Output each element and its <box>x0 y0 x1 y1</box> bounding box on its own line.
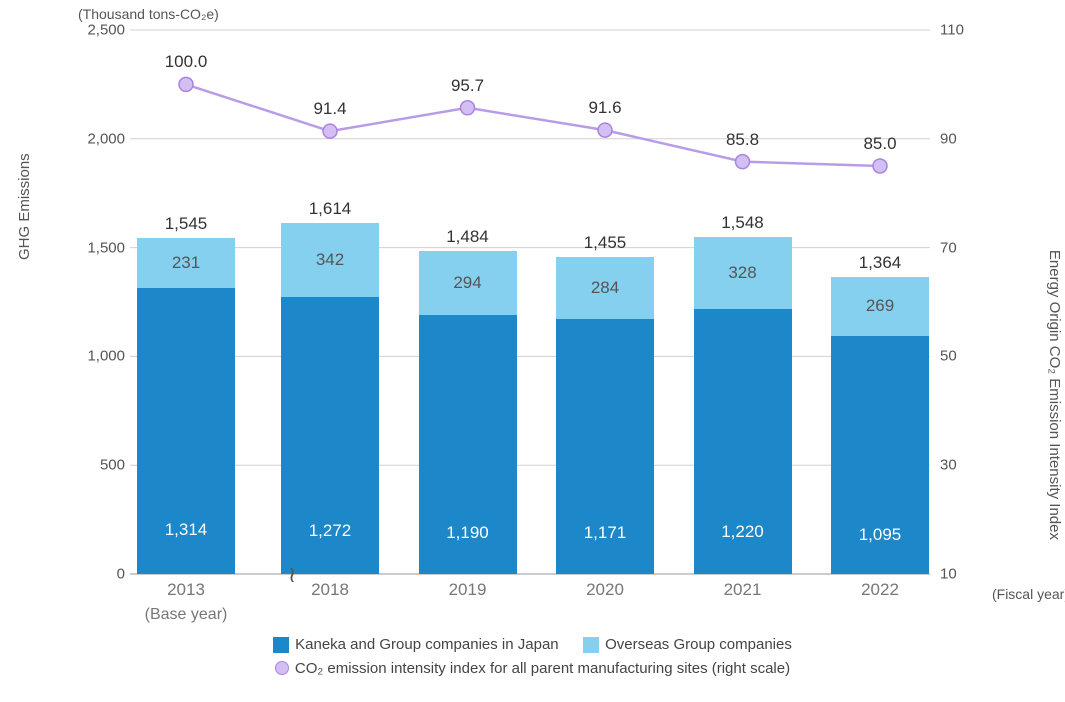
bar-japan-value: 1,190 <box>419 523 517 543</box>
bar-overseas-value: 294 <box>419 273 517 293</box>
line-value-label: 95.7 <box>451 76 484 96</box>
y-axis-unit: (Thousand tons-CO₂e) <box>78 6 219 22</box>
bar-total-value: 1,548 <box>694 213 792 233</box>
bar-total-value: 1,455 <box>556 233 654 253</box>
legend-japan: Kaneka and Group companies in Japan <box>273 636 559 653</box>
x-tick: 2020 <box>586 580 624 600</box>
line-value-label: 100.0 <box>165 52 208 72</box>
bar-overseas-value: 231 <box>137 253 235 273</box>
bar-total-value: 1,545 <box>137 214 235 234</box>
line-value-label: 85.0 <box>863 134 896 154</box>
base-year-label: (Base year) <box>145 606 228 624</box>
x-tick: 2018 <box>311 580 349 600</box>
y-tick-right: 110 <box>940 22 980 39</box>
y-tick-right: 70 <box>940 239 980 256</box>
y-tick-right: 10 <box>940 566 980 583</box>
bar-overseas-value: 342 <box>281 250 379 270</box>
bar-overseas-value: 269 <box>831 296 929 316</box>
legend: Kaneka and Group companies in Japan Over… <box>0 634 1065 682</box>
emissions-chart: (Thousand tons-CO₂e) GHG Emissions Energ… <box>0 0 1065 702</box>
bar-japan-value: 1,272 <box>281 521 379 541</box>
bar-group: 1,220 328 1,548 <box>694 30 792 574</box>
bar-total-value: 1,364 <box>831 253 929 273</box>
x-tick: 2013 <box>167 580 205 600</box>
bar-total-value: 1,484 <box>419 227 517 247</box>
y-axis-left-label: GHG Emissions <box>16 153 33 260</box>
y-tick-right: 30 <box>940 457 980 474</box>
x-tick: 2019 <box>449 580 487 600</box>
bar-japan-value: 1,095 <box>831 525 929 545</box>
legend-overseas: Overseas Group companies <box>583 636 792 653</box>
y-tick-left: 0 <box>65 566 125 583</box>
x-axis-unit: (Fiscal year) <box>992 586 1065 602</box>
y-tick-right: 50 <box>940 348 980 365</box>
legend-overseas-label: Overseas Group companies <box>605 636 792 653</box>
legend-japan-label: Kaneka and Group companies in Japan <box>295 636 559 653</box>
plot-area: 1,314 231 1,545 1,272 342 1,614 1,190 29… <box>130 30 930 574</box>
x-tick: 2022 <box>861 580 899 600</box>
bar-japan-value: 1,220 <box>694 522 792 542</box>
y-tick-left: 1,000 <box>65 348 125 365</box>
y-tick-left: 1,500 <box>65 239 125 256</box>
bar-total-value: 1,614 <box>281 199 379 219</box>
y-tick-left: 500 <box>65 457 125 474</box>
bar-group: 1,314 231 1,545 <box>137 30 235 574</box>
bar-group: 1,190 294 1,484 <box>419 30 517 574</box>
bar-group: 1,095 269 1,364 <box>831 30 929 574</box>
grid-svg <box>130 30 930 574</box>
bar-overseas-value: 284 <box>556 278 654 298</box>
y-tick-left: 2,000 <box>65 130 125 147</box>
y-tick-left: 2,500 <box>65 22 125 39</box>
line-value-label: 91.6 <box>588 98 621 118</box>
x-tick: 2021 <box>724 580 762 600</box>
line-value-label: 85.8 <box>726 130 759 150</box>
bar-japan-value: 1,314 <box>137 520 235 540</box>
y-axis-right-label: Energy Origin CO₂ Emission Intensity Ind… <box>1046 250 1063 540</box>
legend-line: CO₂ emission intensity index for all par… <box>275 660 790 677</box>
legend-line-label: CO₂ emission intensity index for all par… <box>295 660 790 677</box>
bar-overseas-value: 328 <box>694 263 792 283</box>
axis-break-mark: ≀ <box>288 562 296 588</box>
y-tick-right: 90 <box>940 130 980 147</box>
bar-japan-value: 1,171 <box>556 523 654 543</box>
line-value-label: 91.4 <box>313 99 346 119</box>
